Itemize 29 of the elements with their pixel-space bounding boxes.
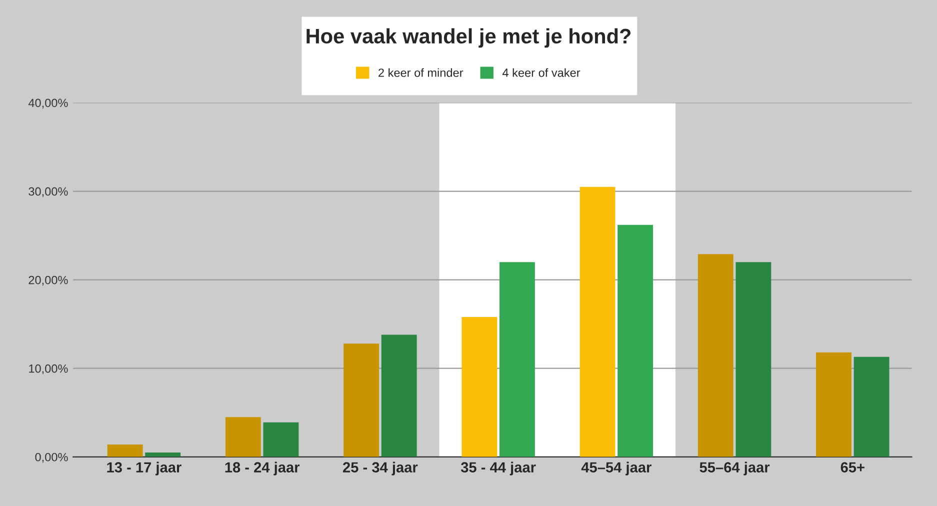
bar [854,356,890,457]
bar [145,452,181,457]
bar [736,262,772,457]
bar [698,254,734,457]
bar [618,224,654,457]
x-tick-label: 18 - 24 jaar [225,462,300,476]
x-tick-label: 25 - 34 jaar [342,462,418,476]
x-tick-label: 13 - 17 jaar [107,462,182,476]
x-tick-label: 65+ [840,462,864,472]
bar [462,317,498,457]
bar [816,352,852,457]
bar [381,334,417,457]
x-tick-label: 55–64 jaar [700,462,770,476]
x-tick-label: 45–54 jaar [581,462,652,476]
bar [225,417,261,457]
legend-label: 4 keer of vaker [502,68,580,77]
bar [263,422,299,457]
y-tick-label: 30,00% [28,187,68,198]
bar [107,444,143,457]
bar [499,262,535,457]
x-tick-label: 35 - 44 jaar [460,462,536,476]
bar [344,344,380,457]
chart-title: Hoe vaak wandel je met je hond? [306,28,631,48]
y-tick-label: 40,00% [28,98,68,109]
y-tick-label: 10,00% [29,364,68,374]
legend-label: 2 keer of minder [378,68,464,77]
y-tick-label: 0,00% [35,452,68,463]
bar [580,186,616,457]
y-tick-label: 20,00% [28,276,68,286]
